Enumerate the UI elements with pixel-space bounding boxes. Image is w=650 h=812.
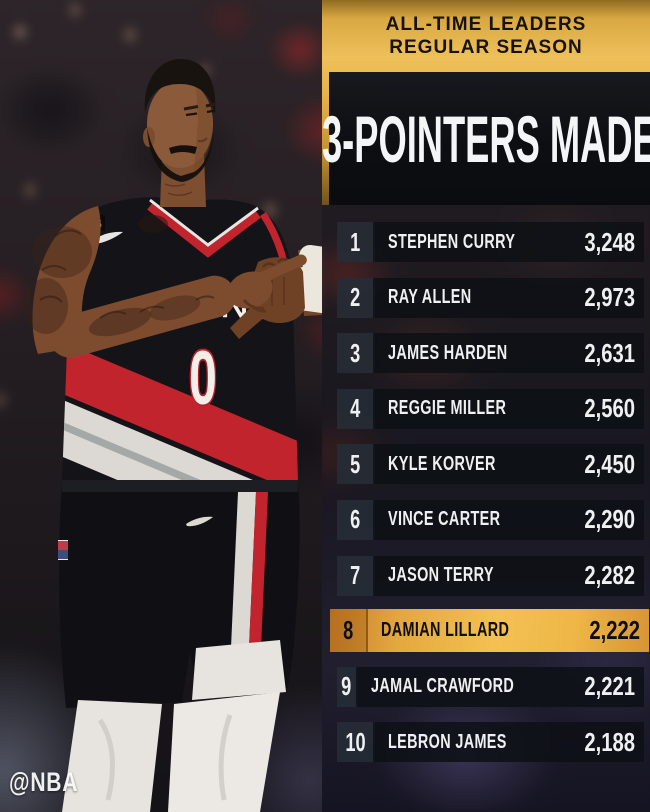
player-value: 2,631 [584, 337, 635, 368]
name-cell: REGGIE MILLER [375, 397, 570, 420]
leaderboard-row: 8 DAMIAN LILLARD 2,222 [330, 609, 649, 653]
value-cell: 2,450 [570, 449, 644, 480]
player-value: 2,222 [589, 615, 640, 646]
name-cell: RAY ALLEN [375, 286, 570, 309]
rank-cell: 4 [337, 388, 375, 429]
value-cell: 2,290 [570, 504, 644, 535]
player-name: JASON TERRY [388, 564, 494, 587]
name-cell: DAMIAN LILLARD [368, 619, 575, 642]
player-name: JAMES HARDEN [388, 341, 508, 364]
rank-cell: 2 [337, 277, 375, 318]
rank-label: 2 [349, 282, 361, 313]
leaderboard-row: 10 LEBRON JAMES 2,188 [337, 722, 644, 763]
rank-cell: 9 [337, 666, 359, 707]
rank-label: 10 [344, 726, 366, 757]
rank-cell: 3 [337, 333, 375, 374]
nike-swoosh-icon [92, 231, 123, 244]
leaderboard: 1 STEPHEN CURRY 3,248 2 RAY ALLEN 2,973 … [330, 222, 649, 778]
stats-panel: ALL-TIME LEADERS REGULAR SEASON 3-POINTE… [322, 0, 650, 812]
value-cell: 2,222 [575, 615, 649, 646]
leaderboard-row: 1 STEPHEN CURRY 3,248 [337, 222, 644, 262]
player-name: KYLE KORVER [388, 452, 496, 475]
player-value: 2,973 [584, 282, 635, 313]
player-value: 2,282 [584, 560, 635, 591]
value-cell: 2,560 [570, 393, 644, 424]
player-value: 2,450 [584, 448, 635, 479]
player-name: DAMIAN LILLARD [381, 619, 510, 642]
rank-cell: 6 [337, 499, 375, 540]
rank-cell: 8 [330, 609, 368, 653]
rank-label: 7 [349, 560, 361, 591]
rank-label: 8 [342, 615, 354, 646]
player-value: 3,248 [584, 226, 635, 257]
rank-label: 1 [349, 226, 361, 257]
rank-cell: 5 [337, 444, 375, 485]
player-value: 2,290 [584, 504, 635, 535]
name-cell: JAMES HARDEN [375, 342, 570, 365]
panel-header: ALL-TIME LEADERS REGULAR SEASON [322, 0, 650, 72]
player-value: 2,221 [584, 671, 635, 702]
header-line-2: REGULAR SEASON [389, 37, 583, 58]
rank-label: 9 [341, 671, 352, 702]
jersey-number: 0 [189, 336, 217, 421]
value-cell: 2,221 [570, 671, 644, 702]
player-name: REGGIE MILLER [388, 397, 507, 420]
name-cell: STEPHEN CURRY [375, 231, 570, 254]
leaderboard-row: 2 RAY ALLEN 2,973 [337, 277, 644, 318]
value-cell: 2,282 [570, 560, 644, 591]
rank-cell: 1 [337, 222, 375, 262]
nike-swoosh-shorts-icon [186, 516, 213, 527]
player-name: RAY ALLEN [388, 286, 472, 309]
rank-label: 3 [349, 337, 361, 368]
leaderboard-row: 5 KYLE KORVER 2,450 [337, 444, 644, 485]
leaderboard-row: 6 VINCE CARTER 2,290 [337, 499, 644, 540]
leaderboard-row: 7 JASON TERRY 2,282 [337, 555, 644, 596]
player-name: VINCE CARTER [388, 508, 501, 531]
name-cell: JAMAL CRAWFORD [358, 675, 570, 698]
value-cell: 2,973 [570, 282, 644, 313]
rank-cell: 10 [337, 722, 375, 763]
leaderboard-row: 3 JAMES HARDEN 2,631 [337, 333, 644, 374]
name-cell: VINCE CARTER [375, 508, 570, 531]
stat-title: 3-POINTERS MADE [322, 101, 650, 176]
value-cell: 2,631 [570, 338, 644, 369]
leaderboard-row: 4 REGGIE MILLER 2,560 [337, 388, 644, 429]
rank-cell: 7 [337, 555, 375, 596]
player-name: STEPHEN CURRY [388, 230, 516, 253]
value-cell: 2,188 [570, 727, 644, 758]
nba-watermark: @NBA [9, 767, 79, 797]
player-name: JAMAL CRAWFORD [371, 675, 515, 698]
value-cell: 3,248 [570, 227, 644, 258]
rank-label: 6 [349, 504, 361, 535]
header-line-1: ALL-TIME LEADERS [385, 14, 587, 35]
player-name: LEBRON JAMES [388, 730, 507, 753]
name-cell: KYLE KORVER [375, 453, 570, 476]
player-head [143, 59, 216, 207]
rank-label: 5 [349, 448, 361, 479]
player-left-arm [24, 206, 307, 358]
leaderboard-row: 9 JAMAL CRAWFORD 2,221 [337, 666, 644, 707]
player-legs [62, 640, 286, 812]
stat-title-band: 3-POINTERS MADE [322, 72, 650, 205]
player-value: 2,560 [584, 393, 635, 424]
player-illustration: 6 RTLAND 0 [24, 59, 340, 812]
name-cell: JASON TERRY [375, 564, 570, 587]
player-value: 2,188 [584, 726, 635, 757]
name-cell: LEBRON JAMES [375, 731, 570, 754]
rank-label: 4 [349, 393, 361, 424]
